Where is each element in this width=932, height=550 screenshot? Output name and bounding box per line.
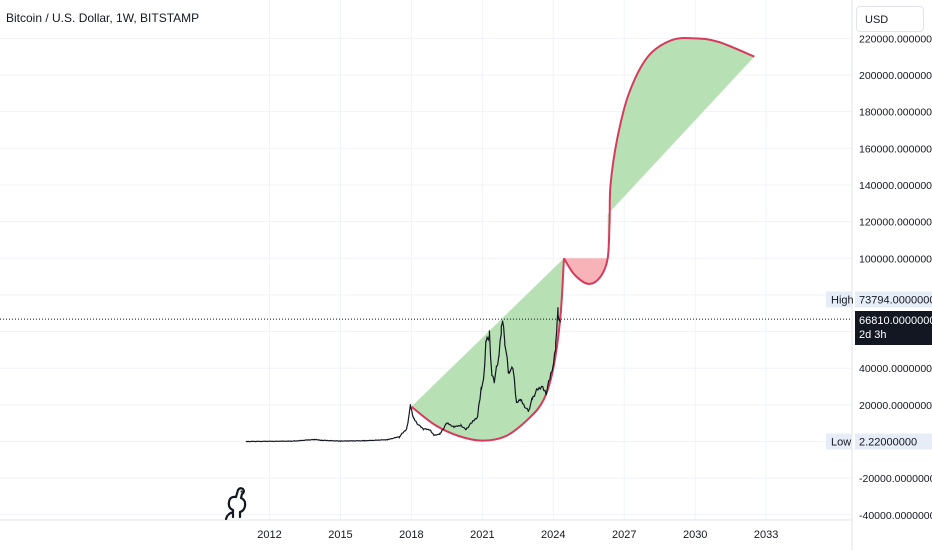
green-fill-area-lower bbox=[411, 258, 564, 441]
y-tick-label: 100000.00000000 bbox=[859, 253, 932, 265]
chart-title: Bitcoin / U.S. Dollar, 1W, BITSTAMP bbox=[6, 11, 200, 25]
y-tick-label: 20000.00000000 bbox=[859, 400, 932, 412]
candle-countdown: 2d 3h bbox=[859, 329, 887, 341]
tradingview-logo-icon bbox=[224, 487, 247, 520]
x-tick-label: 2012 bbox=[257, 529, 281, 541]
projection-curve-upper bbox=[563, 36, 755, 285]
y-tick-label: 160000.00000000 bbox=[859, 143, 932, 155]
price-series-line bbox=[245, 307, 561, 443]
x-tick-label: 2027 bbox=[612, 529, 636, 541]
high-label: High bbox=[831, 294, 854, 306]
x-tick-label: 2021 bbox=[470, 529, 494, 541]
red-fill-area bbox=[563, 258, 608, 284]
x-tick-label: 2015 bbox=[328, 529, 352, 541]
x-tick-label: 2018 bbox=[399, 529, 423, 541]
currency-button[interactable]: USD bbox=[856, 6, 924, 32]
x-tick-label: 2030 bbox=[683, 529, 707, 541]
low-value-bg bbox=[855, 433, 932, 450]
y-tick-label: 220000.00000000 bbox=[859, 33, 932, 45]
y-tick-label: 140000.00000000 bbox=[859, 180, 932, 192]
y-tick-label: 120000.00000000 bbox=[859, 217, 932, 229]
current-price-tag: 66810.00000000 2d 3h bbox=[855, 311, 932, 345]
current-price-value: 66810.00000000 bbox=[859, 315, 932, 327]
y-tick-label: 40000.00000000 bbox=[859, 363, 932, 375]
low-value: 2.22000000 bbox=[859, 437, 917, 449]
low-label: Low bbox=[831, 437, 851, 449]
y-tick-label: -20000.00000000 bbox=[859, 473, 932, 485]
y-tick-label: 180000.00000000 bbox=[859, 107, 932, 119]
high-value: 73794.00000000 bbox=[859, 294, 932, 306]
x-tick-label: 2024 bbox=[541, 529, 565, 541]
y-tick-label: -40000.00000000 bbox=[859, 510, 932, 522]
high-label-bg bbox=[826, 291, 852, 308]
y-tick-label: 200000.00000000 bbox=[859, 70, 932, 82]
low-label-bg bbox=[826, 433, 852, 450]
projection-curve-lower bbox=[410, 258, 565, 442]
high-value-bg bbox=[855, 291, 932, 308]
green-fill-area-upper bbox=[607, 37, 755, 259]
x-tick-label: 2033 bbox=[754, 529, 778, 541]
